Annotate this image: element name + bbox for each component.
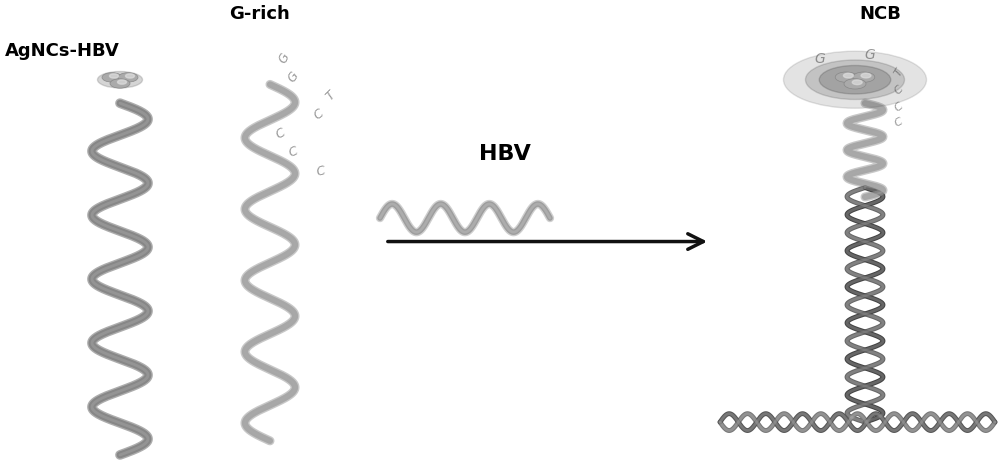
Text: C: C: [311, 107, 326, 123]
Circle shape: [110, 79, 130, 88]
Circle shape: [109, 74, 118, 78]
Circle shape: [843, 73, 853, 78]
Ellipse shape: [819, 66, 891, 94]
Ellipse shape: [98, 72, 143, 88]
Circle shape: [853, 72, 875, 83]
Text: G: G: [276, 52, 292, 66]
Text: NCB: NCB: [859, 5, 901, 23]
Ellipse shape: [806, 60, 904, 99]
Text: AgNCs-HBV: AgNCs-HBV: [5, 42, 120, 60]
Text: G-rich: G-rich: [230, 5, 290, 23]
Circle shape: [118, 73, 138, 82]
Text: G: G: [865, 48, 875, 62]
Text: C: C: [893, 101, 905, 113]
Text: G: G: [285, 70, 302, 85]
Text: C: C: [274, 126, 288, 142]
Ellipse shape: [784, 51, 926, 108]
Text: G: G: [815, 52, 825, 66]
Circle shape: [852, 80, 862, 84]
Text: C: C: [314, 164, 326, 179]
Circle shape: [861, 73, 871, 78]
Circle shape: [102, 73, 122, 82]
Circle shape: [835, 72, 857, 83]
Circle shape: [126, 74, 134, 78]
Text: HBV: HBV: [479, 144, 531, 164]
Text: T: T: [323, 89, 338, 104]
Circle shape: [844, 79, 866, 89]
Text: C: C: [893, 117, 905, 129]
Text: C: C: [287, 145, 300, 160]
Text: T: T: [893, 67, 905, 78]
Text: C: C: [893, 84, 906, 96]
Circle shape: [118, 80, 126, 84]
